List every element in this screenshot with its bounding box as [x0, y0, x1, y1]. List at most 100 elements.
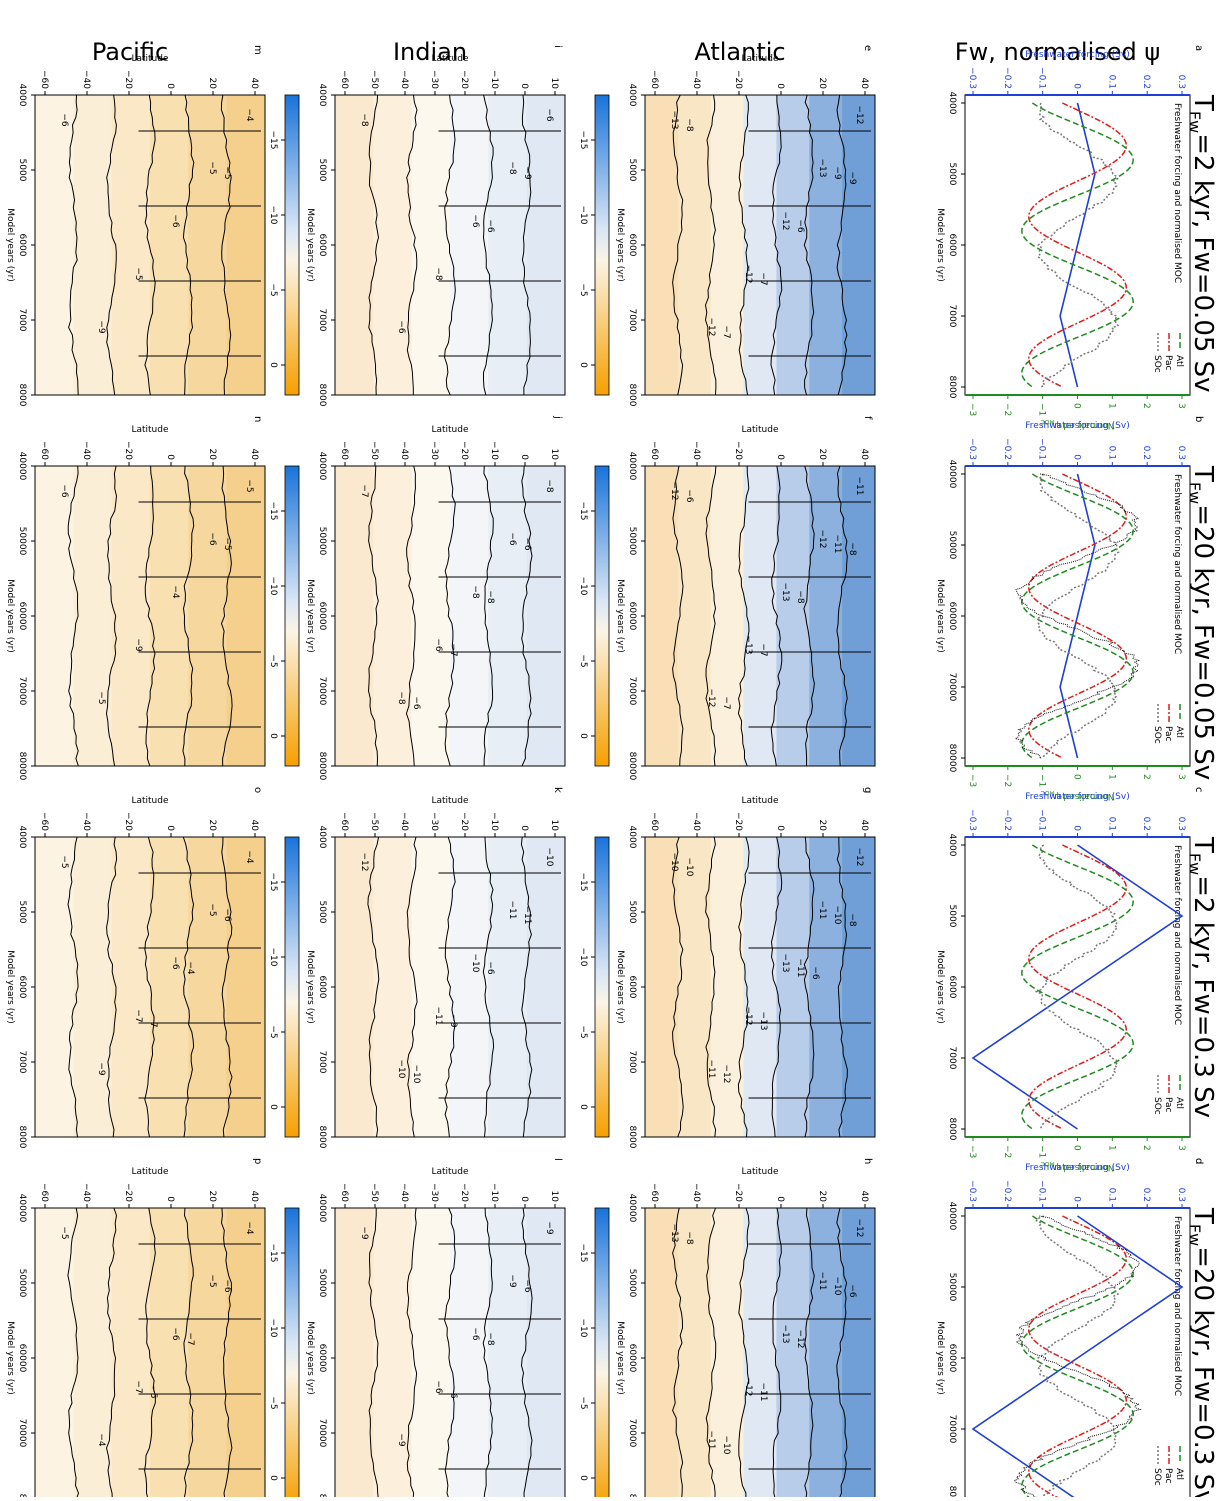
- heat-band: [487, 466, 527, 766]
- y-tick-label: 40: [859, 78, 869, 90]
- contour-label: −5: [222, 166, 232, 179]
- colorbar-tick-label: −15: [268, 502, 278, 521]
- inner-title: Freshwater forcing and normalised MOC: [1172, 845, 1182, 1025]
- y-tick-label: −10: [489, 1183, 499, 1202]
- contour-line: [67, 1207, 80, 1501]
- x-tick-label: 80000: [947, 744, 957, 773]
- x-tick-label: 50000: [627, 527, 637, 556]
- contour-line: [804, 1207, 815, 1501]
- heat-band: [187, 1208, 227, 1501]
- heat-band: [526, 95, 565, 395]
- contour-label: −12: [854, 106, 864, 125]
- heat-band: [111, 1208, 150, 1501]
- contour-line: [367, 836, 380, 1138]
- x-axis-label: Model years (yr): [615, 579, 625, 653]
- y-tick-label: −10: [489, 441, 499, 460]
- right-tick-label: 3: [1176, 774, 1186, 780]
- heat-band: [72, 95, 112, 395]
- y-tick-label: −30: [429, 1183, 439, 1202]
- x-axis-label: Model years (yr): [615, 950, 625, 1024]
- heat-band: [149, 95, 189, 395]
- contour-label: −12: [706, 689, 716, 708]
- contour-label: −8: [544, 479, 554, 493]
- y-tick-label: −40: [399, 812, 409, 831]
- y-tick-label: 40: [249, 820, 259, 832]
- row-label-r0: Fw, normalised ψ: [955, 38, 1160, 66]
- x-tick-label: 8000: [627, 1126, 637, 1149]
- contour-label: −9: [396, 1433, 406, 1447]
- legend-label-soc: SOc: [1152, 1468, 1162, 1486]
- contour-label: −11: [706, 1431, 716, 1450]
- contour-label: −12: [854, 848, 864, 867]
- panel-letter: e: [862, 45, 873, 51]
- left-tick-label: 0.2: [1141, 75, 1151, 89]
- y-tick-label: 20: [207, 1191, 217, 1203]
- x-tick-label: 7000: [17, 1051, 27, 1074]
- right-tick-label: −1: [1037, 1145, 1047, 1158]
- contour-label: −10: [396, 1060, 406, 1079]
- heat-band: [677, 95, 711, 395]
- y-tick-label: −10: [489, 812, 499, 831]
- left-tick-label: 0.2: [1141, 817, 1151, 831]
- panel-e: −12 −13 −12 −12 −12 −13 −9 −6 −7 −7 −8 −9 e 40 20 0 −20 −…: [578, 45, 876, 407]
- y-tick-label: 20: [207, 449, 217, 461]
- series-soc: [1034, 844, 1119, 1130]
- contour-line: [836, 465, 848, 767]
- panel-letter: h: [862, 1158, 873, 1164]
- x-tick-label: 8000: [947, 1118, 957, 1141]
- contour-label: −11: [522, 906, 532, 925]
- contour-line: [521, 465, 533, 767]
- y-tick-label: −60: [39, 70, 49, 89]
- x-tick-label: 8000: [627, 384, 637, 407]
- contour-line: [182, 836, 195, 1138]
- contour-line: [705, 836, 717, 1138]
- colorbar-tick-label: −10: [268, 948, 278, 967]
- series-pac: [1027, 1215, 1128, 1501]
- panel-d: d Freshwater forcing and normalised MOC 0.…: [935, 1158, 1204, 1501]
- contour-label: −4: [96, 1433, 106, 1447]
- colorbar: [594, 836, 610, 1138]
- contour-label: −12: [359, 853, 369, 872]
- contour-line: [482, 1207, 493, 1501]
- x-tick-label: 4000: [317, 826, 327, 849]
- contour-label: −4: [170, 585, 180, 599]
- colorbar-tick-label: 0: [268, 1104, 278, 1110]
- contour-label: −6: [411, 696, 421, 710]
- series-noisy: [1014, 473, 1140, 759]
- heat-band: [775, 95, 810, 395]
- y-tick-label: 20: [817, 820, 827, 832]
- y-tick-label: 0: [775, 83, 785, 89]
- contour-line: [770, 465, 783, 767]
- contour-line: [183, 1207, 194, 1501]
- row-label-r1: Atlantic: [694, 38, 785, 66]
- forcing-line: [971, 844, 1184, 1130]
- colorbar-tick-label: 0: [268, 362, 278, 368]
- contour-line: [803, 836, 815, 1138]
- heat-band: [526, 466, 565, 766]
- x-tick-label: 6000: [17, 976, 27, 999]
- y-tick-label: 0: [775, 1196, 785, 1202]
- heat-band: [411, 95, 450, 395]
- x-tick-label: 40000: [627, 452, 637, 481]
- column-title-c4: TFw=20 kyr, Fw=0.3 Sv: [1185, 1207, 1218, 1501]
- x-tick-label: 4000: [627, 84, 637, 107]
- contour-line: [770, 95, 783, 396]
- contour-label: −8: [507, 161, 517, 175]
- heat-band: [677, 466, 711, 766]
- left-tick-label: 0.1: [1106, 446, 1116, 460]
- contour-label: −7: [448, 643, 458, 656]
- y-tick-label: −20: [733, 1183, 743, 1202]
- contour-label: −6: [795, 219, 805, 233]
- series-atl: [1021, 473, 1134, 759]
- right-tick-label: −2: [1002, 403, 1012, 416]
- y-tick-label: 20: [817, 449, 827, 461]
- contour-label: −7: [758, 643, 768, 656]
- x-tick-label: 4000: [947, 92, 957, 115]
- contour-line: [67, 465, 79, 767]
- heat-band: [710, 1208, 744, 1501]
- y-axis-label: Latitude: [131, 1167, 169, 1177]
- y-tick-label: −40: [399, 1183, 409, 1202]
- x-tick-label: 7000: [627, 309, 637, 332]
- y-tick-label: −60: [339, 70, 349, 89]
- series-pac: [1027, 102, 1128, 388]
